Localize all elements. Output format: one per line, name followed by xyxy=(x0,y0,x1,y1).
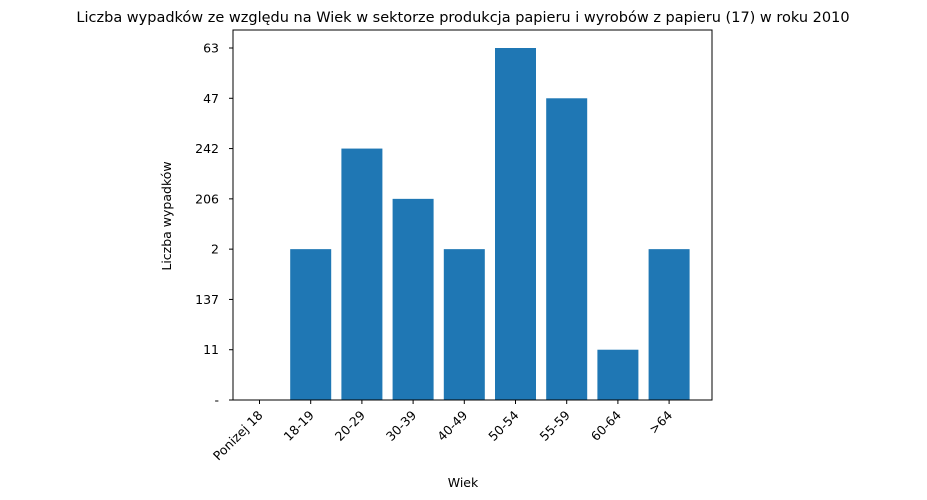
x-axis-ticks: Ponizej 18 18-19 20-29 30-39 40-49 50-54 55-59… xyxy=(210,400,675,463)
y-tick-label: - xyxy=(214,393,219,408)
x-tick-label: 55-59 xyxy=(537,407,573,443)
y-axis-label: Liczba wypadków xyxy=(159,161,174,270)
bar xyxy=(341,148,383,400)
x-tick-label: Ponizej 18 xyxy=(210,407,266,463)
plot-frame xyxy=(232,29,713,401)
bars-group xyxy=(290,48,690,401)
chart-title: Liczba wypadków ze względu na Wiek w sek… xyxy=(76,10,849,26)
x-tick-label: 40-49 xyxy=(434,407,470,443)
bar xyxy=(546,98,588,401)
bar xyxy=(648,249,690,400)
x-tick-label: 30-39 xyxy=(383,407,419,443)
bar xyxy=(597,349,639,400)
y-tick-label: 206 xyxy=(195,191,219,206)
x-tick-label: 60-64 xyxy=(588,407,624,443)
x-tick-label: 20-29 xyxy=(332,407,368,443)
x-tick-label: 18-19 xyxy=(281,407,317,443)
y-tick-label: 11 xyxy=(203,342,219,357)
y-tick-label: 242 xyxy=(195,141,219,156)
y-tick-label: 47 xyxy=(203,91,219,106)
x-tick-label: >64 xyxy=(646,407,675,436)
y-tick-label: 63 xyxy=(203,41,219,56)
x-axis-label: Wiek xyxy=(448,475,479,490)
x-tick-label: 50-54 xyxy=(485,407,521,443)
y-axis-ticks: - 11 137 2 206 242 47 63 xyxy=(195,41,233,408)
bar xyxy=(290,249,332,400)
y-tick-label: 2 xyxy=(211,242,219,257)
bar xyxy=(392,198,434,400)
y-tick-label: 137 xyxy=(195,292,219,307)
bar xyxy=(443,249,485,400)
bar xyxy=(495,48,536,400)
